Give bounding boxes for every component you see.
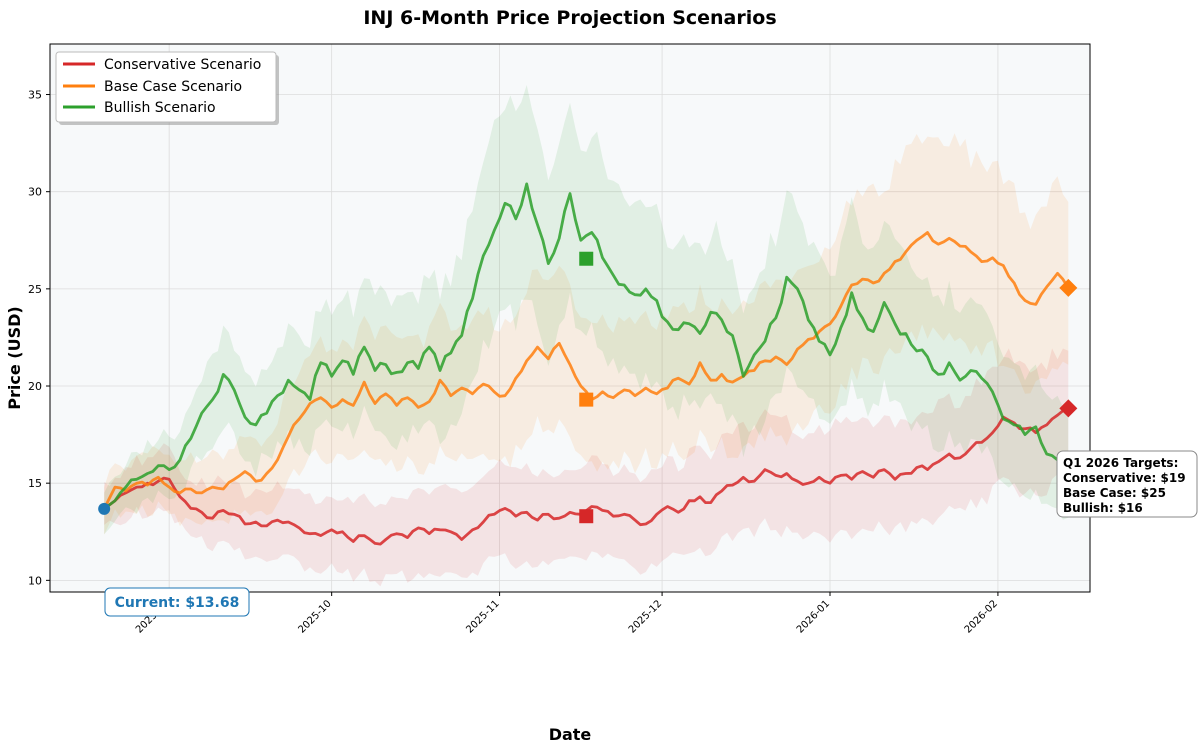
plot-frame bbox=[49, 43, 1091, 593]
confidence-band-base bbox=[104, 133, 1069, 535]
targets-heading: Q1 2026 Targets: bbox=[1063, 456, 1178, 470]
y-tick-label: 10 bbox=[28, 574, 42, 587]
endpoint-marker-conservative bbox=[1059, 399, 1078, 418]
midpoint-marker-base bbox=[579, 392, 594, 407]
current-price-annotation: Current: $13.68 bbox=[104, 587, 250, 617]
y-tick-label: 35 bbox=[28, 89, 42, 102]
x-tick-label: 2026-01 bbox=[795, 598, 832, 635]
y-tick-label: 30 bbox=[28, 186, 42, 199]
midpoint-marker-bullish bbox=[579, 251, 594, 266]
y-tick-label: 15 bbox=[28, 477, 42, 490]
y-tick-label: 20 bbox=[28, 380, 42, 393]
confidence-band-conservative bbox=[104, 348, 1069, 587]
current-price-marker bbox=[98, 502, 111, 515]
x-tick-label: 2025-10 bbox=[296, 598, 333, 635]
y-tick-label: 25 bbox=[28, 283, 42, 296]
x-tick-label: 2025-11 bbox=[464, 598, 501, 635]
legend-label-conservative: Conservative Scenario bbox=[104, 57, 261, 73]
legend-label-bullish: Bullish Scenario bbox=[104, 100, 216, 116]
y-axis-label: Price (USD) bbox=[5, 306, 24, 409]
endpoint-marker-base bbox=[1059, 278, 1078, 297]
targets-base: Base Case: $25 bbox=[1063, 486, 1166, 500]
confidence-band-bullish bbox=[104, 85, 1069, 535]
x-tick-label: 2026-02 bbox=[963, 598, 1000, 635]
series-line-base bbox=[102, 231, 1070, 510]
targets-conservative: Conservative: $19 bbox=[1063, 471, 1186, 485]
series-line-bullish bbox=[103, 182, 1069, 510]
plot-area bbox=[50, 44, 1090, 592]
midpoint-marker-conservative bbox=[579, 509, 594, 524]
x-axis-label: Date bbox=[549, 725, 592, 744]
targets-bullish: Bullish: $16 bbox=[1063, 501, 1143, 515]
x-tick-label: 2025-12 bbox=[627, 598, 664, 635]
targets-annotation: Q1 2026 Targets: Conservative: $19 Base … bbox=[1056, 450, 1198, 518]
confidence-bands bbox=[104, 85, 1069, 587]
legend-label-base: Base Case Scenario bbox=[104, 79, 242, 95]
current-price-label: Current: $13.68 bbox=[115, 595, 240, 611]
legend: Conservative Scenario Base Case Scenario… bbox=[55, 51, 279, 125]
chart-title: INJ 6-Month Price Projection Scenarios bbox=[363, 7, 776, 29]
